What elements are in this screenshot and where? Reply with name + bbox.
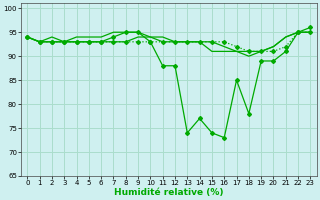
X-axis label: Humidité relative (%): Humidité relative (%)	[114, 188, 224, 197]
